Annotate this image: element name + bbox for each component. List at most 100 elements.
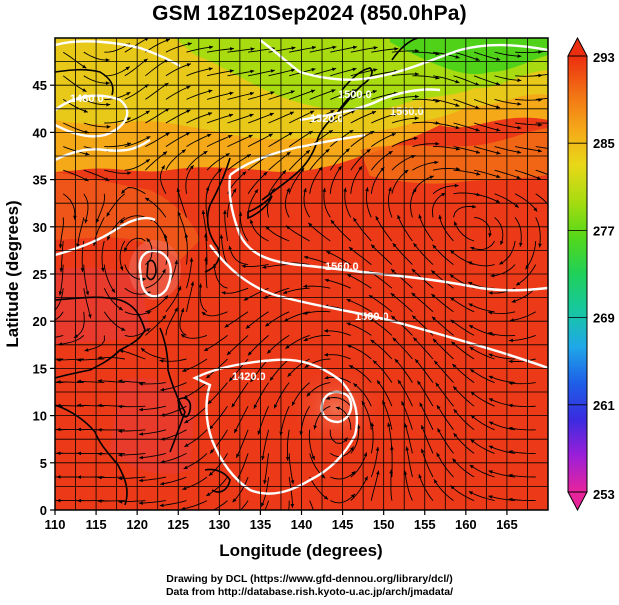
streamline-arrowhead [363, 452, 368, 457]
colorbar-body [567, 55, 588, 493]
streamline-arrowhead [207, 400, 212, 404]
streamline-arrowhead [412, 315, 417, 320]
streamline-arrowhead [229, 47, 234, 51]
streamline [453, 221, 475, 242]
streamline-arrowhead [404, 169, 409, 174]
streamline [285, 225, 310, 242]
streamline-arrowhead [186, 86, 191, 90]
streamline-arrowhead [517, 125, 522, 130]
streamline-arrowhead [488, 495, 493, 499]
typhoon-core-shading [288, 366, 384, 450]
streamline-arrowhead [413, 243, 418, 248]
streamline [268, 169, 287, 195]
streamline [525, 240, 537, 270]
streamline-arrowhead [475, 57, 480, 61]
streamline-arrowhead [174, 260, 178, 265]
streamline-arrowhead [77, 358, 82, 362]
streamline [268, 68, 296, 77]
streamline [494, 98, 522, 105]
streamline [202, 210, 208, 242]
streamline [104, 169, 132, 174]
streamline-arrowhead [106, 102, 111, 107]
y-tick-label: 0 [40, 503, 47, 518]
streamline [118, 500, 146, 503]
streamline [325, 397, 352, 407]
streamline-arrowhead [285, 456, 290, 461]
streamline [160, 476, 187, 485]
streamline-arrowhead [253, 404, 258, 409]
streamline-arrowhead [198, 283, 203, 288]
streamline-arrowhead [405, 446, 409, 451]
streamline-arrowhead [332, 45, 337, 50]
streamline-arrowhead [212, 264, 217, 268]
streamline [390, 268, 413, 289]
streamline-arrowhead [201, 210, 206, 215]
streamline-arrowhead [388, 187, 392, 192]
streamline-arrowhead [452, 458, 457, 463]
russia-coast [55, 68, 114, 96]
streamline [165, 149, 187, 171]
streamline-arrowhead [224, 323, 229, 328]
streamline [124, 110, 150, 124]
streamline-arrowhead [56, 380, 61, 384]
streamline [144, 197, 167, 218]
streamline [412, 143, 440, 148]
streamline-arrowhead [36, 428, 40, 432]
streamline [419, 402, 434, 430]
streamline [508, 404, 536, 408]
streamline-arrowhead [475, 150, 480, 154]
streamline [431, 293, 454, 313]
gridlines [54, 37, 549, 511]
streamline [470, 439, 495, 454]
streamline-arrowhead [77, 403, 81, 408]
streamline [212, 500, 228, 510]
streamline-arrowhead [229, 69, 234, 73]
streamline [453, 206, 477, 218]
streamline [390, 292, 413, 313]
streamline [535, 169, 548, 176]
streamline [371, 133, 397, 147]
streamline-arrowhead [495, 81, 500, 86]
streamline [83, 264, 89, 296]
streamline [145, 151, 168, 171]
streamline-arrowhead [475, 128, 480, 132]
streamline-arrowhead [358, 166, 363, 171]
streamline-arrowhead [488, 470, 493, 474]
streamline [370, 422, 374, 454]
streamline [535, 50, 548, 53]
streamline-arrowhead [56, 475, 61, 479]
x-axis-ticks: 110 115 120 125 130 135 140 145 150 155 160 165 [45, 510, 518, 532]
streamline-arrowhead [119, 266, 124, 271]
colorbar: 293 285 277 269 261 253 [567, 36, 615, 512]
streamline [206, 47, 234, 53]
streamline-arrowhead [97, 475, 102, 480]
streamline-arrowhead [368, 295, 374, 299]
streamline [265, 311, 290, 327]
streamline-arrowhead [36, 451, 40, 455]
streamline [56, 381, 84, 384]
streamline [221, 287, 249, 294]
streamline-arrowhead [303, 311, 308, 315]
streamline-arrowhead [318, 166, 323, 171]
streamline-arrowhead [417, 380, 421, 385]
streamline-arrowhead [415, 94, 419, 99]
streamline [186, 257, 193, 289]
streamline [473, 98, 501, 109]
streamline [467, 261, 495, 267]
streamline-arrowhead [248, 134, 253, 139]
streamline-arrowhead [232, 188, 237, 193]
streamline [103, 264, 116, 293]
streamline [469, 368, 495, 384]
streamline [106, 193, 126, 217]
streamline [404, 423, 413, 454]
streamline [432, 244, 454, 265]
streamline [469, 346, 495, 360]
streamline-arrowhead [394, 358, 399, 363]
streamline [453, 122, 480, 132]
streamline [165, 285, 182, 313]
streamline-arrowhead [58, 291, 63, 296]
streamline-arrowhead [500, 240, 504, 245]
streamline [288, 149, 311, 171]
contour-label-1560-ne: 1560.0 [390, 106, 424, 118]
streamline [309, 476, 329, 500]
